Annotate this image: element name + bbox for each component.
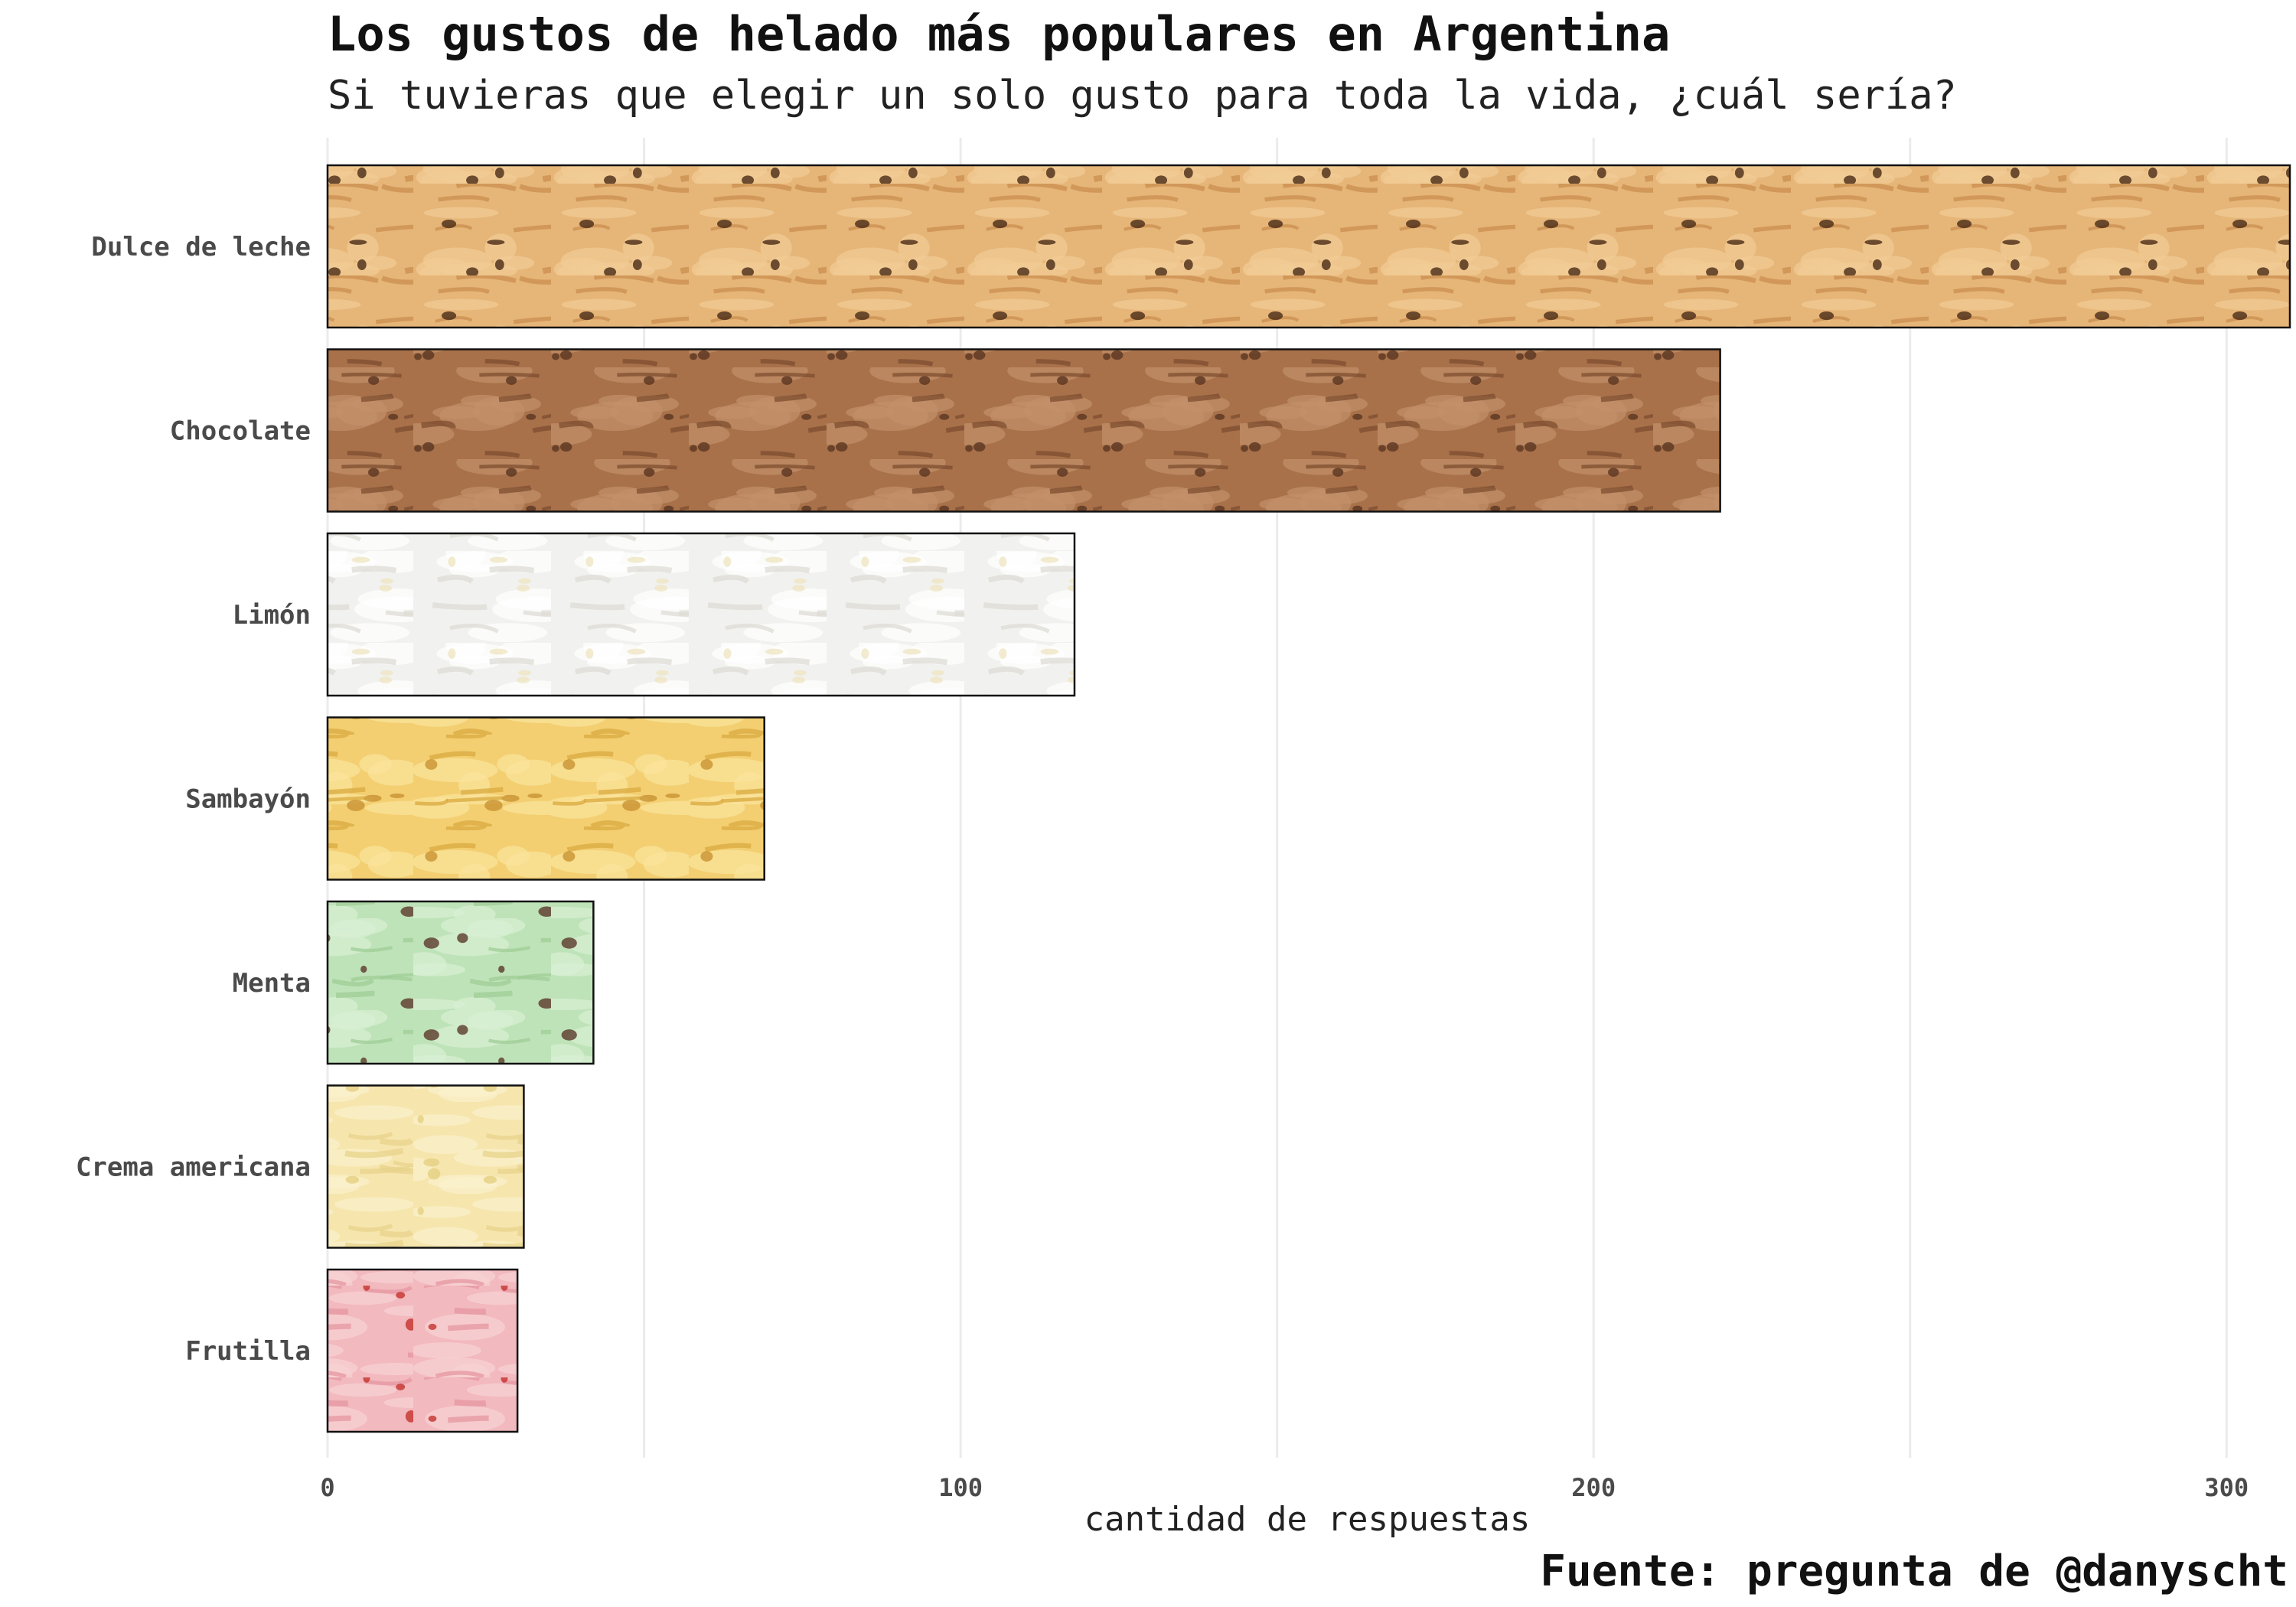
bar — [326, 716, 765, 881]
y-tick-label: Menta — [233, 968, 311, 999]
x-tick-label: 200 — [1571, 1473, 1616, 1502]
x-tick-label: 300 — [2204, 1473, 2249, 1502]
bar — [326, 900, 595, 1065]
x-axis-title: cantidad de respuestas — [1084, 1500, 1531, 1539]
y-tick-label: Chocolate — [170, 416, 311, 447]
x-axis-labels: 0 100 200 300 — [320, 1473, 2249, 1502]
y-tick-label: Limón — [233, 600, 311, 631]
y-tick-label: Dulce de leche — [91, 232, 311, 262]
y-axis-labels: Dulce de leche Chocolate Limón Sambayón Ment… — [76, 232, 311, 1367]
x-tick-label: 100 — [938, 1473, 983, 1502]
chart-subtitle: Si tuvieras que elegir un solo gusto par… — [328, 73, 1957, 119]
chart-title: Los gustos de helado más populares en Ar… — [328, 6, 1670, 62]
bar — [326, 348, 1721, 513]
bars — [326, 164, 2291, 1433]
bar — [326, 1268, 519, 1433]
x-tick-label: 0 — [320, 1473, 334, 1502]
y-tick-label: Crema americana — [76, 1152, 311, 1183]
y-tick-label: Sambayón — [185, 784, 311, 815]
bar — [326, 1084, 525, 1249]
y-tick-label: Frutilla — [185, 1336, 311, 1367]
bar — [326, 532, 1076, 697]
chart-caption: Fuente: pregunta de @danyscht — [1540, 1547, 2288, 1596]
bar — [326, 164, 2291, 329]
